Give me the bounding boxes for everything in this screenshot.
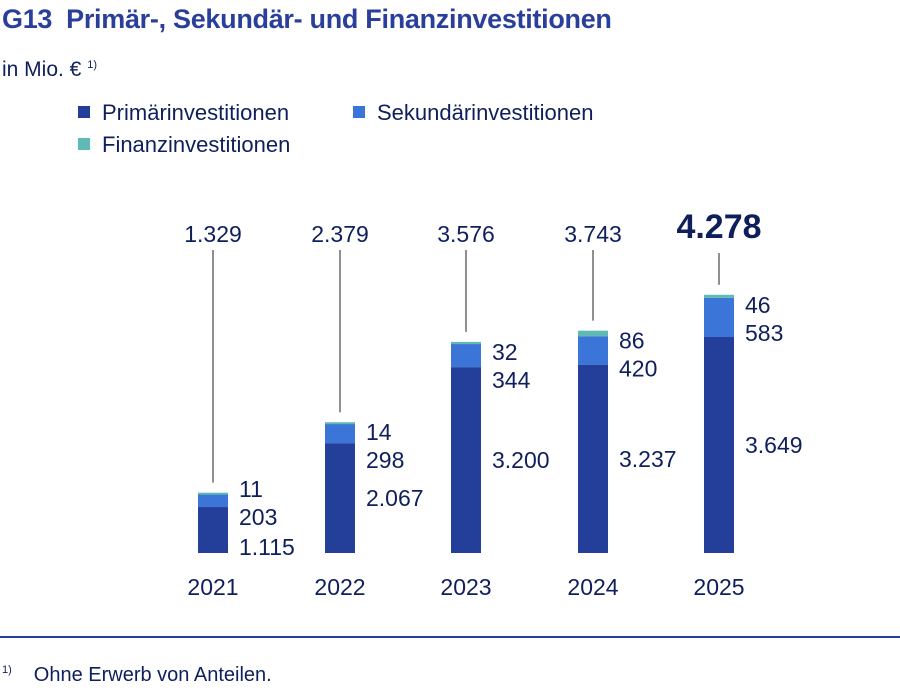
bar-financial-2024 bbox=[578, 330, 608, 337]
bar-primary-2022 bbox=[325, 443, 355, 553]
data-label-financial-2023: 32 bbox=[492, 339, 518, 365]
bar-secondary-2025 bbox=[704, 297, 734, 338]
legend-label: Finanzinvestitionen bbox=[102, 132, 291, 157]
footnote-mark: 1) bbox=[2, 664, 12, 677]
bar-primary-2024 bbox=[578, 364, 608, 553]
data-label-financial-2021: 11 bbox=[239, 476, 263, 502]
total-label-2023: 3.576 bbox=[437, 221, 495, 247]
data-label-primary-2022: 2.067 bbox=[366, 485, 424, 511]
data-label-primary-2024: 3.237 bbox=[619, 446, 677, 472]
data-label-secondary-2021: 203 bbox=[239, 504, 277, 530]
bar-financial-2025 bbox=[704, 294, 734, 298]
chart-title: G13 Primär-, Sekundär- und Finanzinvestit… bbox=[2, 4, 612, 35]
bar-secondary-2021 bbox=[198, 493, 228, 508]
x-tick-label-2022: 2022 bbox=[314, 574, 365, 600]
bar-primary-2021 bbox=[198, 507, 228, 553]
data-label-secondary-2025: 583 bbox=[745, 320, 783, 346]
data-label-primary-2021: 1.115 bbox=[239, 534, 295, 560]
legend-item-secondary: Sekundärinvestitionen bbox=[353, 100, 593, 126]
total-label-2022: 2.379 bbox=[311, 221, 369, 247]
x-tick-label-2024: 2024 bbox=[567, 574, 618, 600]
data-label-primary-2023: 3.200 bbox=[492, 447, 550, 473]
total-label-2025: 4.278 bbox=[676, 208, 761, 246]
bar-secondary-2022 bbox=[325, 423, 355, 444]
title-text: Primär-, Sekundär- und Finanzinvestition… bbox=[66, 4, 612, 34]
legend-item-financial: Finanzinvestitionen bbox=[78, 132, 290, 158]
legend-swatch bbox=[78, 138, 90, 150]
footnote-text: Ohne Erwerb von Anteilen. bbox=[33, 664, 272, 686]
data-label-financial-2022: 14 bbox=[366, 419, 392, 445]
legend-label: Sekundärinvestitionen bbox=[377, 100, 594, 125]
unit-label: in Mio. € 1) bbox=[2, 58, 97, 82]
bar-financial-2022 bbox=[325, 422, 355, 425]
x-tick-label-2021: 2021 bbox=[187, 574, 238, 600]
data-label-financial-2024: 86 bbox=[619, 328, 645, 354]
total-label-2024: 3.743 bbox=[564, 221, 622, 247]
bar-primary-2025 bbox=[704, 337, 734, 553]
footnote: 1) Ohne Erwerb von Anteilen. bbox=[2, 664, 272, 687]
unit-footnote-mark: 1) bbox=[87, 59, 97, 71]
unit-text: in Mio. € bbox=[2, 58, 82, 81]
bar-secondary-2023 bbox=[451, 344, 481, 368]
legend-item-primary: Primärinvestitionen bbox=[78, 100, 289, 126]
x-tick-label-2023: 2023 bbox=[440, 574, 491, 600]
bar-financial-2021 bbox=[198, 492, 228, 495]
data-label-secondary-2024: 420 bbox=[619, 356, 657, 382]
legend-swatch bbox=[353, 106, 365, 118]
figure-code: G13 bbox=[2, 4, 53, 34]
legend-swatch bbox=[78, 106, 90, 118]
bar-secondary-2024 bbox=[578, 336, 608, 365]
data-label-secondary-2023: 344 bbox=[492, 367, 531, 393]
legend-label: Primärinvestitionen bbox=[102, 100, 290, 125]
data-label-financial-2025: 46 bbox=[745, 292, 771, 318]
bar-financial-2023 bbox=[451, 341, 481, 345]
data-label-primary-2025: 3.649 bbox=[745, 432, 803, 458]
divider bbox=[0, 636, 900, 638]
bar-primary-2023 bbox=[451, 367, 481, 553]
data-label-secondary-2022: 298 bbox=[366, 447, 404, 473]
total-label-2021: 1.329 bbox=[184, 221, 242, 247]
x-tick-label-2025: 2025 bbox=[693, 574, 744, 600]
